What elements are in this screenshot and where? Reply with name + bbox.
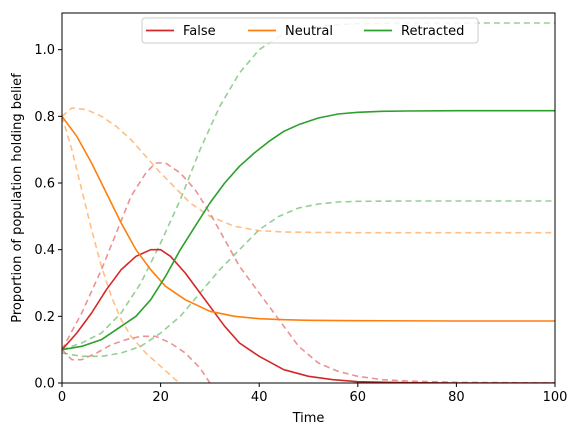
legend-label-retracted: Retracted xyxy=(401,24,464,39)
legend-label-neutral: Neutral xyxy=(285,24,333,39)
x-tick-label: 40 xyxy=(251,390,268,405)
series-line-false-0 xyxy=(62,248,555,383)
ticks-layer: 0 20 40 60 80 100 0.0 0.2 0.4 0.6 0.8 1.0 xyxy=(34,43,567,405)
series-line-retracted-2 xyxy=(62,109,555,351)
dashed-line-unnamed-8 xyxy=(62,200,555,358)
series-line-neutral-1 xyxy=(62,115,555,322)
x-tick-label: 0 xyxy=(58,390,66,405)
y-tick-label: 1.0 xyxy=(34,43,55,58)
x-axis-label: Time xyxy=(292,411,325,426)
legend: False Neutral Retracted xyxy=(141,17,479,44)
plot-frame xyxy=(61,12,556,384)
y-tick-label: 0.4 xyxy=(34,243,55,258)
y-tick-label: 0.0 xyxy=(34,377,55,392)
x-tick-label: 20 xyxy=(152,390,169,405)
y-tick-label: 0.6 xyxy=(34,177,55,192)
x-tick-label: 100 xyxy=(543,390,568,405)
y-tick-label: 0.8 xyxy=(34,110,55,125)
legend-label-false: False xyxy=(183,24,216,39)
dashed-line-unnamed-3 xyxy=(62,162,555,383)
y-axis-label: Proportion of population holding belief xyxy=(10,73,25,323)
x-tick-label: 80 xyxy=(448,390,465,405)
legend-box xyxy=(141,17,479,44)
y-tick-label: 0.2 xyxy=(34,310,55,325)
x-tick-label: 60 xyxy=(350,390,367,405)
